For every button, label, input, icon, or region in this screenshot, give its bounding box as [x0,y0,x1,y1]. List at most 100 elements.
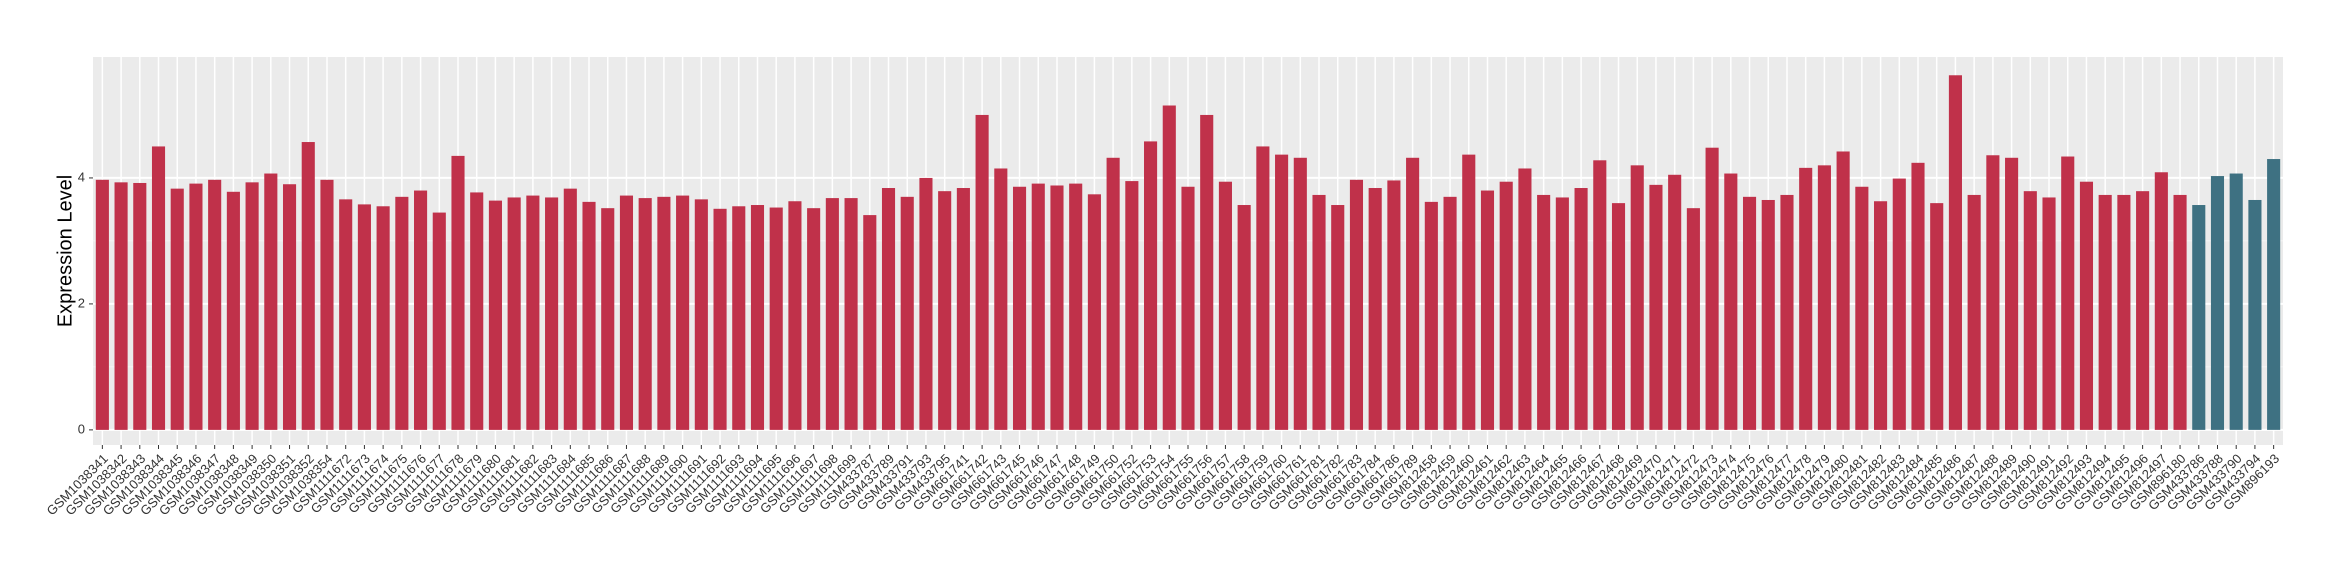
bar [2136,191,2150,430]
bar [526,195,540,430]
bar [844,198,858,430]
bar [563,188,577,430]
bar [788,201,802,430]
bar [2192,205,2206,430]
bar [151,146,166,430]
bar [769,207,783,430]
bar [470,192,484,430]
bar [1012,186,1027,430]
bar [95,179,109,430]
bar [1518,168,1532,430]
bar [2042,197,2056,430]
bar [1537,194,1551,430]
bar [1480,190,1495,430]
bar [1218,181,1232,430]
bar [1256,146,1270,430]
bar [657,196,671,430]
bar [956,188,970,430]
bar [1050,185,1064,430]
bar [1799,167,1813,430]
bar [264,173,278,430]
bar [1724,173,1738,430]
bar [601,208,615,430]
bar [133,182,147,430]
bar [1275,154,1289,430]
bar [1349,179,1364,430]
bar [1555,197,1569,430]
bar [1855,186,1869,430]
bar [1125,181,1139,430]
bar [1874,201,1888,430]
bar [376,206,390,430]
bar [1462,154,1476,430]
bar [1686,208,1700,430]
bar [189,183,203,430]
bar [170,188,184,430]
bar [320,179,334,430]
bar [245,182,259,430]
bar [1499,181,1513,430]
bar [226,191,240,430]
bar [1817,165,1831,430]
y-tick-label: 4 [78,169,85,184]
bar [1668,174,1682,430]
bar [1892,178,1906,430]
bar [1761,199,1775,430]
bar [881,188,896,430]
bar [1630,165,1644,430]
bar [1200,114,1214,430]
bar [1742,196,1757,430]
bar [1331,205,1345,430]
bar [863,215,877,430]
bar [1649,184,1663,430]
bar [2117,194,2131,430]
bar [694,199,708,430]
bar [938,191,952,430]
bar [919,177,933,430]
bar [2079,181,2094,430]
bar [1705,147,1719,430]
bar [1293,157,1307,430]
bar [1387,180,1401,430]
bar [1780,194,1794,430]
bar [1106,157,1120,430]
bar [339,199,353,430]
bar [1181,186,1195,430]
bar [432,212,446,430]
bar [676,195,690,430]
bar [2098,194,2112,430]
bar [301,142,315,430]
bar [975,114,989,430]
bar [114,182,128,430]
bar [1967,194,1981,430]
bar [1312,194,1326,430]
bar [2023,191,2037,430]
bar [395,196,409,430]
bar [1593,160,1607,430]
bar [1424,201,1438,430]
bar [825,198,839,430]
bar [1406,157,1420,430]
y-axis-title: Expression Level [54,175,76,327]
bar [1237,205,1251,430]
bar [488,200,502,430]
y-tick-label: 2 [78,295,85,310]
bar [1911,162,1925,430]
bar [1986,155,2000,430]
bar [1574,188,1588,430]
bar [507,197,521,430]
bar [2248,199,2262,430]
bar [1948,75,1962,430]
bar [713,208,727,430]
bar [2154,172,2168,430]
bar [2267,159,2281,430]
bar [900,196,914,430]
bar [208,179,222,430]
bar [1930,203,1944,430]
bar [414,190,428,430]
bar [1144,141,1158,430]
bar [732,206,746,430]
bar [1069,183,1083,430]
bar [638,198,652,430]
bar [1368,188,1382,430]
